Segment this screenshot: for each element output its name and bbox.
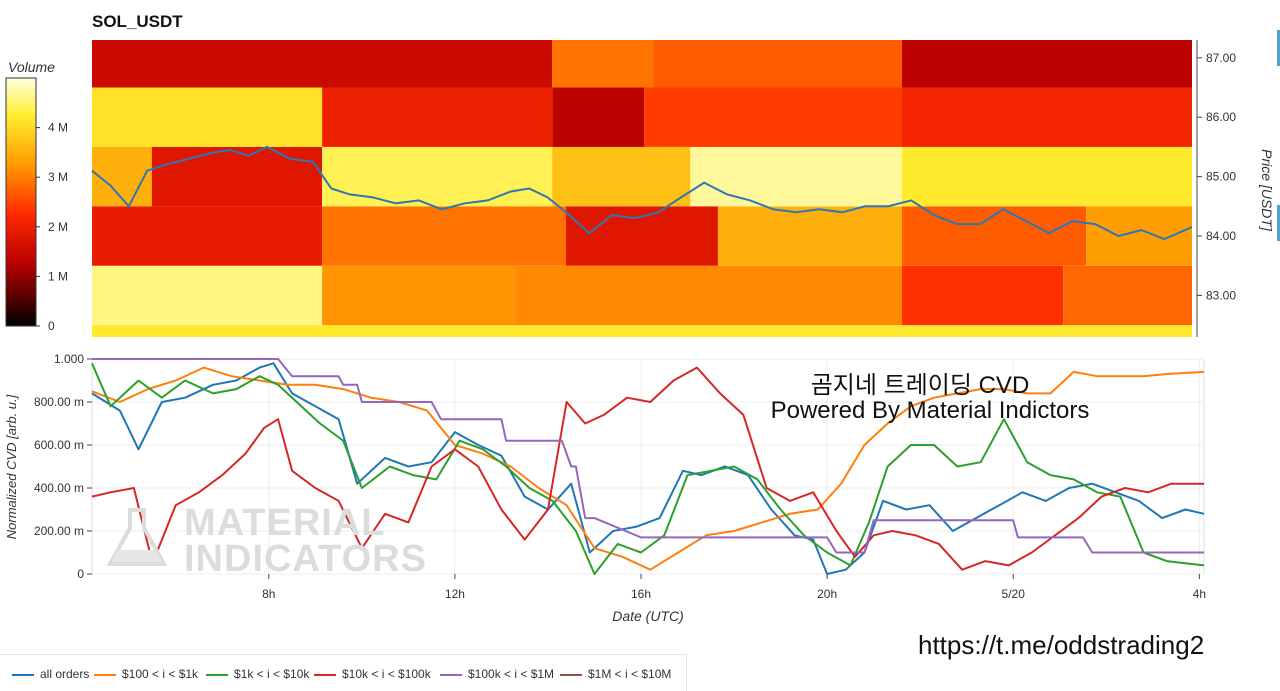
heatmap-cell [322, 87, 553, 147]
cvd-x-axis-label: Date (UTC) [612, 608, 684, 624]
overlay-title: 곰지네 트레이딩 CVD [810, 372, 1030, 399]
telegram-link[interactable]: https://t.me/oddstrading2 [918, 630, 1205, 660]
legend-item-all-orders[interactable]: all orders [12, 667, 89, 681]
heatmap-cell [552, 87, 645, 147]
price-axis-label: Price [USDT] [1259, 149, 1275, 232]
legend-item-100k-1m[interactable]: $100k < i < $1M [440, 667, 554, 681]
watermark-text: INDICATORS [184, 538, 427, 580]
heatmap-cell [902, 146, 1192, 207]
heatmap-cell [92, 265, 323, 326]
heatmap-chart[interactable]: 01 M2 M3 M4 M 83.0084.0085.0086.0087.00 … [0, 0, 1280, 345]
colorbar-tick-label: 0 [48, 319, 55, 333]
overlay-subtitle: Powered By Material Indictors [770, 397, 1090, 424]
heatmap-cell [322, 265, 516, 326]
heatmap-cell [552, 40, 654, 88]
heatmap-cell [151, 146, 323, 207]
price-tick-label: 85.00 [1206, 170, 1236, 184]
heatmap-cell [92, 146, 152, 207]
watermark-text: MATERIAL [184, 502, 386, 544]
chart-title: SOL_USDT [92, 12, 183, 31]
cvd-x-tick-label: 20h [817, 587, 837, 601]
colorbar-tick-label: 3 M [48, 170, 68, 184]
heatmap-cell [322, 146, 553, 207]
colorbar-tick-label: 4 M [48, 121, 68, 135]
heatmap-cell [1086, 206, 1192, 266]
right-edge-accent [1277, 30, 1280, 66]
legend-swatch [12, 673, 34, 676]
legend-swatch [440, 673, 462, 676]
cvd-series-line [91, 366, 1205, 571]
cvd-x-tick-label: 12h [445, 587, 465, 601]
colorbar-tick-label: 2 M [48, 220, 68, 234]
heatmap-cell [902, 87, 1192, 147]
legend-item-1k-10k[interactable]: $1k < i < $10k [206, 667, 309, 681]
legend-swatch [206, 673, 228, 676]
cvd-x-tick-label: 8h [262, 587, 275, 601]
legend-label: $10k < i < $100k [342, 667, 431, 681]
price-tick-label: 87.00 [1206, 51, 1236, 65]
colorbar-tick-label: 1 M [48, 269, 68, 283]
legend-item-1m-10m[interactable]: $1M < i < $10M [560, 667, 671, 681]
cvd-x-tick-label: 5/20 [1002, 587, 1026, 601]
cvd-series-line [91, 362, 1205, 575]
heatmap-cell [322, 206, 567, 266]
heatmap-cell [644, 87, 903, 147]
right-edge-accent [1277, 205, 1280, 241]
legend-label: $1M < i < $10M [588, 667, 672, 681]
cvd-y-tick-label: 600.00 m [34, 438, 84, 452]
cvd-legend: all orders $100 < i < $1k $1k < i < $10k… [0, 654, 687, 691]
legend-item-100-1k[interactable]: $100 < i < $1k [94, 667, 198, 681]
cvd-y-tick-label: 200.00 m [34, 524, 84, 538]
price-line [91, 145, 1193, 241]
legend-label: $100 < i < $1k [122, 667, 199, 681]
colorbar-title: Volume [8, 59, 55, 75]
legend-swatch [314, 673, 336, 676]
colorbar [5, 77, 37, 327]
cvd-y-tick-label: 1.000 [54, 352, 84, 366]
cvd-series-line [91, 366, 1204, 571]
price-tick-label: 83.00 [1206, 288, 1236, 302]
cvd-y-tick-label: 0 [77, 567, 84, 581]
heatmap-cell [92, 40, 553, 88]
price-tick-label: 84.00 [1206, 229, 1236, 243]
cvd-y-tick-label: 400.00 m [34, 481, 84, 495]
cvd-series-line [92, 358, 1204, 554]
heatmap-cell [653, 40, 903, 88]
cvd-y-tick-label: 800.00 m [34, 395, 84, 409]
legend-item-10k-100k[interactable]: $10k < i < $100k [314, 667, 431, 681]
price-tick-label: 86.00 [1206, 110, 1236, 124]
heatmap-cell [92, 87, 323, 147]
cvd-x-tick-label: 16h [631, 587, 651, 601]
heatmap-cell [717, 206, 903, 266]
legend-label: $1k < i < $10k [234, 667, 310, 681]
legend-label: $100k < i < $1M [468, 667, 555, 681]
heatmap-cell [92, 206, 323, 266]
cvd-series-line [91, 362, 1205, 575]
cvd-chart[interactable]: 0 200.00 m 400.00 m 600.00 m 800.00 m 1.000 8… [0, 345, 1280, 645]
heatmap-cell [566, 206, 718, 266]
heatmap-cell [92, 325, 1192, 337]
heatmap-cell [902, 40, 1192, 88]
legend-label: all orders [40, 667, 90, 681]
cvd-x-tick-label: 4h [1193, 587, 1206, 601]
heatmap-cell [902, 265, 1064, 326]
heatmap-cell [690, 146, 903, 207]
legend-swatch [560, 673, 582, 676]
flask-logo-icon [104, 506, 170, 570]
heatmap-cell [1063, 265, 1192, 326]
cvd-y-axis-label: Normalized CVD [arb. u.] [4, 394, 19, 539]
heatmap-cell [552, 146, 691, 207]
heatmap-cell [515, 265, 903, 326]
legend-swatch [94, 673, 116, 676]
